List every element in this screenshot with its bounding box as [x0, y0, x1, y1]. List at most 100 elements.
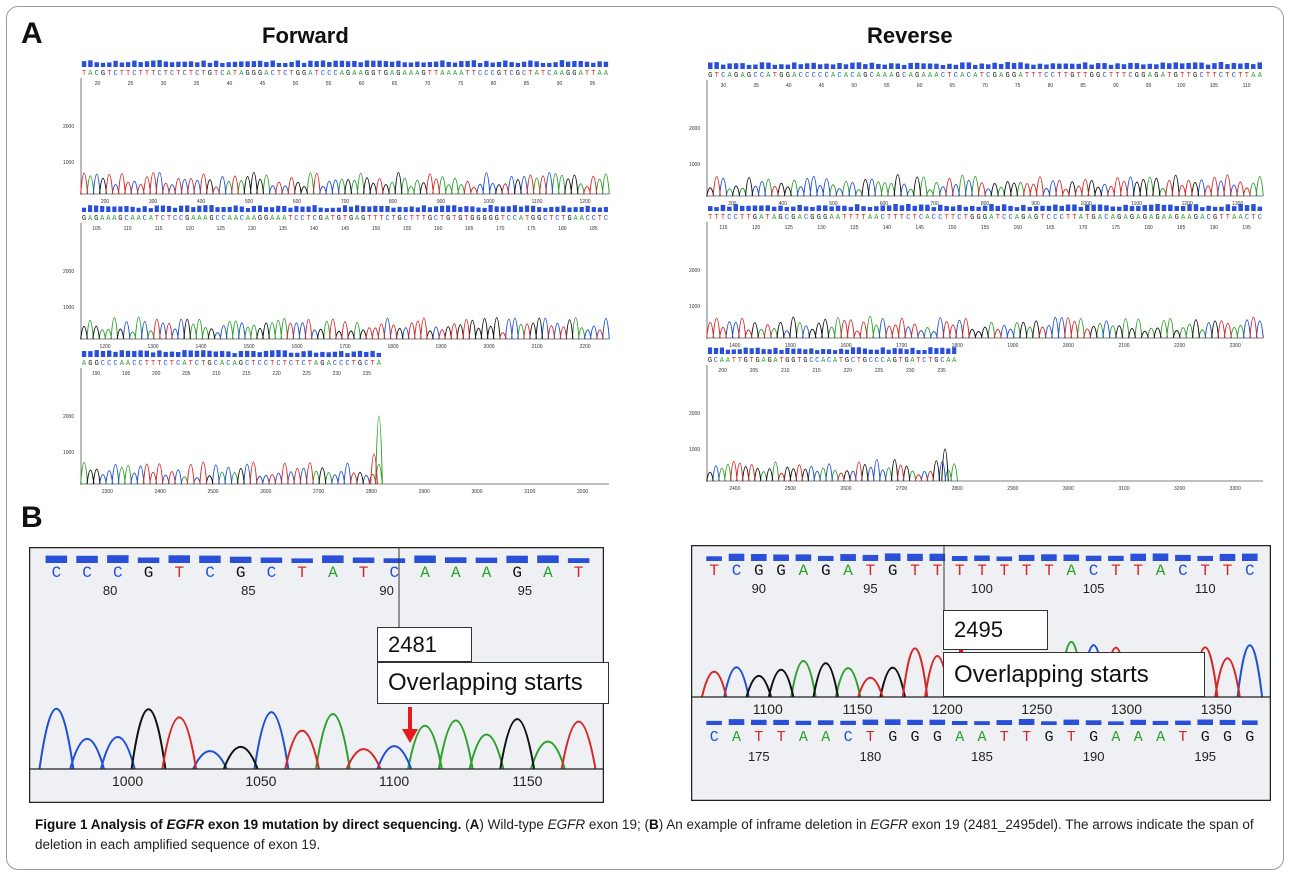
forward-row3-bottom-tick-label: 2600: [260, 489, 271, 495]
reverse-row2-base-call: A: [1232, 214, 1237, 222]
forward-row3-qv-bar: [351, 351, 356, 357]
forward-row3-base-call: T: [295, 360, 299, 368]
reverse-row2-qv-bar: [861, 206, 866, 211]
forward-row1-base-call: G: [101, 70, 105, 78]
forward-row3-qv-bar: [251, 351, 256, 357]
forward-row1-base-call: C: [157, 70, 161, 78]
panel-b-right-lower-qv-bar: [974, 721, 990, 725]
reverse-row1-base-call: C: [967, 72, 971, 80]
forward-row3-qv-bar: [238, 351, 244, 357]
forward-row1-qv-bar: [276, 63, 282, 67]
panel-b-right-qv-bar: [974, 555, 990, 561]
forward-row1-base-call: A: [447, 70, 452, 78]
panel-b-left-trace-G: [130, 708, 536, 770]
caption-text-5: exon 19 (2481_2495del). The arrows indic…: [35, 817, 1254, 852]
forward-row2-base-call: C: [240, 215, 244, 223]
forward-row3-top-tick-label: 205: [182, 371, 191, 377]
reverse-row3-qv-bar: [952, 347, 957, 354]
reverse-row2-base-call: A: [925, 214, 930, 222]
reverse-row1-top-tick-label: 70: [982, 83, 988, 89]
panel-b-left-base-call: A: [482, 564, 492, 582]
panel-b-right-lower-tick-label: 190: [1083, 749, 1105, 764]
reverse-row3-base-call: G: [767, 357, 771, 365]
reverse-row2-qv-bar: [1085, 204, 1090, 211]
forward-row3-top-tick-label: 235: [363, 371, 372, 377]
panel-b-left-base-call: T: [574, 564, 584, 582]
forward-row3-base-call: T: [352, 360, 356, 368]
forward-row2-qv-bar: [440, 205, 445, 212]
forward-row2-qv-bar: [524, 205, 530, 212]
reverse-row1-base-call: C: [721, 72, 725, 80]
panel-b-right-qv-bar: [795, 554, 812, 561]
reverse-row3-bottom-tick-label: 2800: [952, 486, 963, 492]
forward-row1-qv-bar: [345, 61, 351, 67]
reverse-row2-base-call: C: [727, 214, 731, 222]
panel-b-left-base-call: C: [205, 564, 215, 582]
reverse-row2-top-tick-label: 190: [1210, 225, 1219, 231]
forward-row1-base-call: T: [145, 70, 149, 78]
panel-b-right-lower-qv-bar: [751, 719, 767, 725]
reverse-row2-base-call: A: [1238, 214, 1243, 222]
panel-b-right-bottom-tick-label: 1350: [1201, 701, 1232, 717]
panel-b-left-qv-bar: [291, 558, 313, 563]
reverse-row1-qv-bar: [1257, 62, 1262, 69]
reverse-row1-qv-bar: [1031, 64, 1036, 69]
reverse-row2-base-call: T: [849, 214, 853, 222]
forward-row2-base-call: A: [203, 215, 208, 223]
forward-row1-base-call: G: [258, 70, 262, 78]
forward-row2-base-call: T: [464, 215, 468, 223]
panel-b-right-base-call: G: [888, 562, 898, 580]
reverse-row1-qv-bar: [708, 62, 713, 69]
reverse-row2-base-call: A: [868, 214, 873, 222]
reverse-row3-qv-bar: [809, 348, 814, 354]
panel-b-right-base-call: G: [754, 562, 764, 580]
forward-row2-base-call: G: [185, 215, 189, 223]
reverse-row1-base-call: T: [1115, 72, 1119, 80]
panel-b-left-qv-bar: [475, 557, 498, 563]
forward-row2-y-tick: 1000: [63, 305, 74, 311]
reverse-row2-base-call: C: [957, 214, 961, 222]
forward-row1-top-tick-label: 60: [359, 81, 365, 87]
forward-row3-qv-bar: [107, 350, 112, 357]
forward-row1-qv-bar: [459, 61, 464, 67]
reverse-row1-qv-bar: [1147, 63, 1153, 69]
reverse-row3-qv-bar: [719, 347, 724, 354]
reverse-row3-qv-bar: [839, 348, 844, 354]
reverse-row1-base-call: G: [1141, 72, 1145, 80]
forward-row1-qv-bar: [364, 60, 370, 67]
reverse-row2-base-call: G: [1021, 214, 1025, 222]
forward-row1-base-call: G: [296, 70, 300, 78]
reverse-row3-base-call: A: [952, 357, 957, 365]
panel-b-right-qv-bar: [862, 554, 879, 561]
reverse-row2-qv-bar: [1244, 205, 1250, 211]
forward-row2-base-call: T: [452, 215, 456, 223]
panel-b-right-lower-qv-bar: [1197, 719, 1213, 725]
reverse-row1-top-tick-label: 100: [1177, 83, 1186, 89]
reverse-row1-qv-bar: [1192, 62, 1198, 69]
forward-row2-qv-bar: [300, 206, 305, 212]
reverse-row3-qv-bar: [731, 349, 736, 354]
forward-row2-base-call: G: [489, 215, 493, 223]
reverse-row2-qv-bar: [1142, 205, 1147, 211]
figure-caption: Figure 1 Analysis of EGFR exon 19 mutati…: [35, 815, 1280, 855]
forward-row2-base-call: T: [306, 215, 310, 223]
panel-b-right-base-call: T: [1200, 562, 1210, 580]
forward-row2-base-call: T: [288, 215, 292, 223]
forward-row1-bottom-tick-label: 400: [197, 199, 206, 205]
forward-row1-base-call: A: [415, 70, 420, 78]
forward-row3-base-call: T: [251, 360, 255, 368]
forward-row1-qv-bar: [169, 62, 175, 67]
reverse-row1-base-call: A: [740, 72, 745, 80]
reverse-row3-top-tick-label: 220: [844, 368, 853, 374]
reverse-row2-base-call: A: [1079, 214, 1084, 222]
reverse-row2-base-call: C: [932, 214, 936, 222]
forward-row2-base-call: A: [197, 215, 202, 223]
forward-row2-qv-bar: [160, 205, 165, 212]
reverse-row2-base-call: C: [1245, 214, 1249, 222]
forward-row2-qv-bar: [603, 207, 608, 212]
reverse-row1-qv-bar: [1102, 63, 1107, 69]
reverse-row3-qv-bar: [821, 349, 826, 354]
forward-row2-qv-bar: [464, 206, 469, 212]
forward-row3-base-call: A: [82, 360, 87, 368]
reverse-row1-top-tick-label: 85: [1080, 83, 1086, 89]
